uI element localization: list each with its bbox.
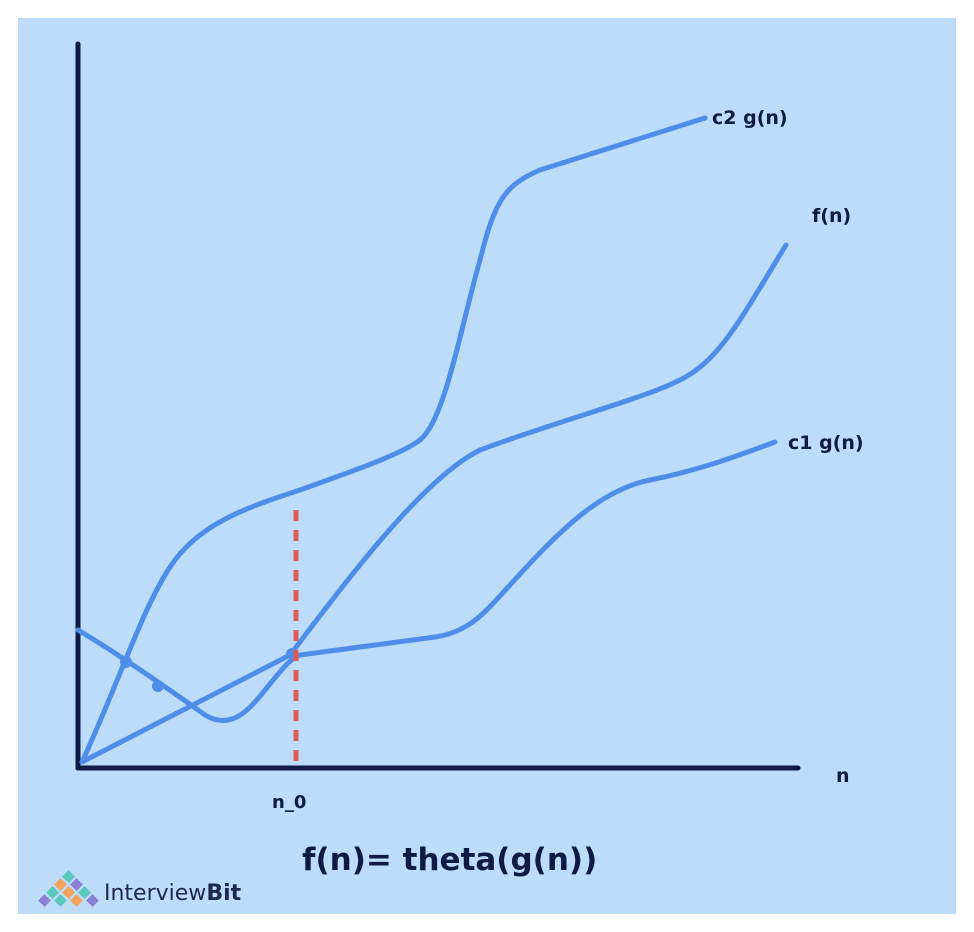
label-c2-g-n: c2 g(n)	[712, 107, 788, 129]
label-f-n: f(n)	[812, 205, 851, 227]
label-c1-g-n: c1 g(n)	[788, 432, 864, 454]
x-axis-label: n	[836, 765, 850, 787]
logo-text-bit: Bit	[206, 881, 241, 906]
intersection-point	[152, 680, 164, 692]
logo-text-interview: Interview	[104, 881, 206, 906]
logo-text: InterviewBit	[104, 881, 242, 906]
curve-f-n	[79, 242, 789, 765]
curve-c2-g-n	[79, 115, 708, 765]
intersection-point	[120, 656, 132, 668]
threshold-label-n0: n_0	[272, 792, 306, 813]
diagram-background	[18, 18, 956, 914]
interviewbit-logo: InterviewBit	[38, 870, 242, 907]
formula-title: f(n)= theta(g(n))	[302, 842, 597, 878]
curve-c1-g-n	[75, 439, 778, 723]
logo-mark-icon	[38, 870, 99, 907]
